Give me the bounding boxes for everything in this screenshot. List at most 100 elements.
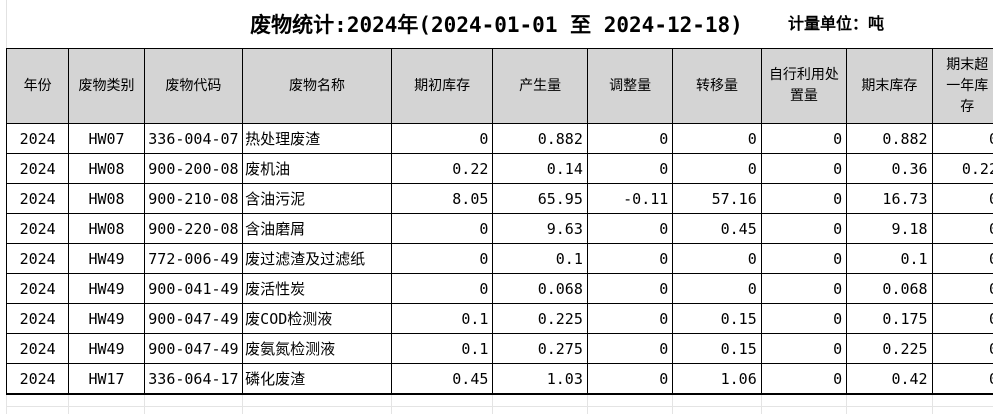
cell-waste-code[interactable]: 772-006-49 — [143, 243, 244, 274]
cell-closing-stock[interactable]: 0.175 — [846, 303, 933, 334]
cell-generated-amount[interactable]: 0.1 — [492, 243, 588, 274]
cell-generated-amount[interactable]: 9.63 — [492, 213, 588, 244]
cell-self-disposal-amount[interactable]: 0 — [760, 123, 848, 154]
cell-transfer-amount[interactable]: 0.15 — [672, 333, 762, 364]
empty-cell[interactable] — [672, 393, 762, 407]
cell-self-disposal-amount[interactable]: 0 — [760, 153, 848, 184]
empty-cell[interactable] — [672, 406, 762, 414]
cell-waste-name[interactable]: 废活性炭 — [242, 273, 392, 304]
cell-waste-category[interactable]: HW17 — [68, 363, 145, 395]
cell-closing-stock[interactable]: 16.73 — [846, 183, 933, 214]
cell-waste-category[interactable]: HW49 — [68, 333, 145, 364]
empty-cell[interactable] — [242, 406, 392, 414]
cell-transfer-amount[interactable]: 0 — [672, 273, 762, 304]
cell-waste-name[interactable]: 热处理废渣 — [242, 123, 392, 154]
cell-waste-name[interactable]: 含油磨屑 — [242, 213, 392, 244]
cell-waste-category[interactable]: HW07 — [68, 123, 145, 154]
cell-waste-code[interactable]: 336-004-07 — [143, 123, 244, 154]
cell-year[interactable]: 2024 — [5, 363, 70, 395]
cell-opening-stock[interactable]: 0.45 — [390, 363, 494, 395]
cell-closing-stock[interactable]: 0.36 — [846, 153, 933, 184]
cell-waste-name[interactable]: 废氨氮检测液 — [242, 333, 392, 364]
cell-waste-code[interactable]: 900-220-08 — [143, 213, 244, 244]
cell-self-disposal-amount[interactable]: 0 — [760, 333, 848, 364]
cell-generated-amount[interactable]: 0.882 — [492, 123, 588, 154]
empty-cell[interactable] — [846, 393, 933, 407]
cell-year[interactable]: 2024 — [5, 303, 70, 334]
cell-adjustment-amount[interactable]: 0 — [586, 363, 674, 395]
cell-waste-code[interactable]: 900-200-08 — [143, 153, 244, 184]
col-header-transfer-amount[interactable]: 转移量 — [672, 48, 762, 124]
cell-adjustment-amount[interactable]: 0 — [586, 333, 674, 364]
empty-cell[interactable] — [760, 393, 848, 407]
cell-waste-category[interactable]: HW08 — [68, 213, 145, 244]
cell-self-disposal-amount[interactable]: 0 — [760, 273, 848, 304]
cell-closing-stock[interactable]: 0.1 — [846, 243, 933, 274]
cell-over-one-year-stock[interactable]: 0 — [931, 273, 993, 304]
cell-year[interactable]: 2024 — [5, 213, 70, 244]
empty-cell[interactable] — [143, 393, 244, 407]
cell-transfer-amount[interactable]: 0 — [672, 153, 762, 184]
col-header-year[interactable]: 年份 — [5, 48, 70, 124]
cell-generated-amount[interactable]: 1.03 — [492, 363, 588, 395]
cell-year[interactable]: 2024 — [5, 273, 70, 304]
empty-cell[interactable] — [242, 393, 392, 407]
cell-over-one-year-stock[interactable]: 0 — [931, 363, 993, 395]
cell-waste-code[interactable]: 900-047-49 — [143, 333, 244, 364]
cell-waste-code[interactable]: 900-041-49 — [143, 273, 244, 304]
empty-cell[interactable] — [5, 406, 70, 414]
cell-closing-stock[interactable]: 0.42 — [846, 363, 933, 395]
cell-self-disposal-amount[interactable]: 0 — [760, 243, 848, 274]
cell-closing-stock[interactable]: 0.225 — [846, 333, 933, 364]
cell-closing-stock[interactable]: 9.18 — [846, 213, 933, 244]
empty-cell[interactable] — [846, 406, 933, 414]
cell-opening-stock[interactable]: 8.05 — [390, 183, 494, 214]
cell-self-disposal-amount[interactable]: 0 — [760, 183, 848, 214]
cell-adjustment-amount[interactable]: 0 — [586, 153, 674, 184]
col-header-self-disposal-amount[interactable]: 自行利用处置量 — [760, 48, 848, 124]
cell-transfer-amount[interactable]: 0.45 — [672, 213, 762, 244]
cell-opening-stock[interactable]: 0.1 — [390, 333, 494, 364]
cell-transfer-amount[interactable]: 1.06 — [672, 363, 762, 395]
cell-waste-code[interactable]: 900-210-08 — [143, 183, 244, 214]
cell-generated-amount[interactable]: 65.95 — [492, 183, 588, 214]
cell-over-one-year-stock[interactable]: 0 — [931, 123, 993, 154]
cell-over-one-year-stock[interactable]: 0 — [931, 183, 993, 214]
cell-adjustment-amount[interactable]: 0 — [586, 243, 674, 274]
cell-opening-stock[interactable]: 0.1 — [390, 303, 494, 334]
empty-cell[interactable] — [5, 393, 70, 407]
cell-waste-name[interactable]: 含油污泥 — [242, 183, 392, 214]
empty-cell[interactable] — [760, 406, 848, 414]
cell-year[interactable]: 2024 — [5, 183, 70, 214]
cell-self-disposal-amount[interactable]: 0 — [760, 303, 848, 334]
empty-cell[interactable] — [931, 406, 993, 414]
cell-adjustment-amount[interactable]: -0.11 — [586, 183, 674, 214]
empty-cell[interactable] — [68, 393, 145, 407]
cell-waste-name[interactable]: 废机油 — [242, 153, 392, 184]
col-header-waste-name[interactable]: 废物名称 — [242, 48, 392, 124]
cell-closing-stock[interactable]: 0.882 — [846, 123, 933, 154]
cell-waste-category[interactable]: HW08 — [68, 183, 145, 214]
cell-transfer-amount[interactable]: 57.16 — [672, 183, 762, 214]
cell-closing-stock[interactable]: 0.068 — [846, 273, 933, 304]
cell-opening-stock[interactable]: 0.22 — [390, 153, 494, 184]
empty-cell[interactable] — [492, 406, 588, 414]
cell-transfer-amount[interactable]: 0 — [672, 243, 762, 274]
col-header-closing-stock[interactable]: 期末库存 — [846, 48, 933, 124]
cell-year[interactable]: 2024 — [5, 153, 70, 184]
cell-opening-stock[interactable]: 0 — [390, 273, 494, 304]
empty-cell[interactable] — [390, 406, 494, 414]
empty-cell[interactable] — [143, 406, 244, 414]
col-header-generated-amount[interactable]: 产生量 — [492, 48, 588, 124]
cell-year[interactable]: 2024 — [5, 123, 70, 154]
cell-adjustment-amount[interactable]: 0 — [586, 303, 674, 334]
cell-year[interactable]: 2024 — [5, 333, 70, 364]
cell-waste-name[interactable]: 废COD检测液 — [242, 303, 392, 334]
cell-transfer-amount[interactable]: 0 — [672, 123, 762, 154]
cell-generated-amount[interactable]: 0.068 — [492, 273, 588, 304]
cell-waste-name[interactable]: 磷化废渣 — [242, 363, 392, 395]
col-header-opening-stock[interactable]: 期初库存 — [390, 48, 494, 124]
cell-over-one-year-stock[interactable]: 0 — [931, 333, 993, 364]
cell-waste-category[interactable]: HW49 — [68, 273, 145, 304]
cell-waste-category[interactable]: HW49 — [68, 303, 145, 334]
